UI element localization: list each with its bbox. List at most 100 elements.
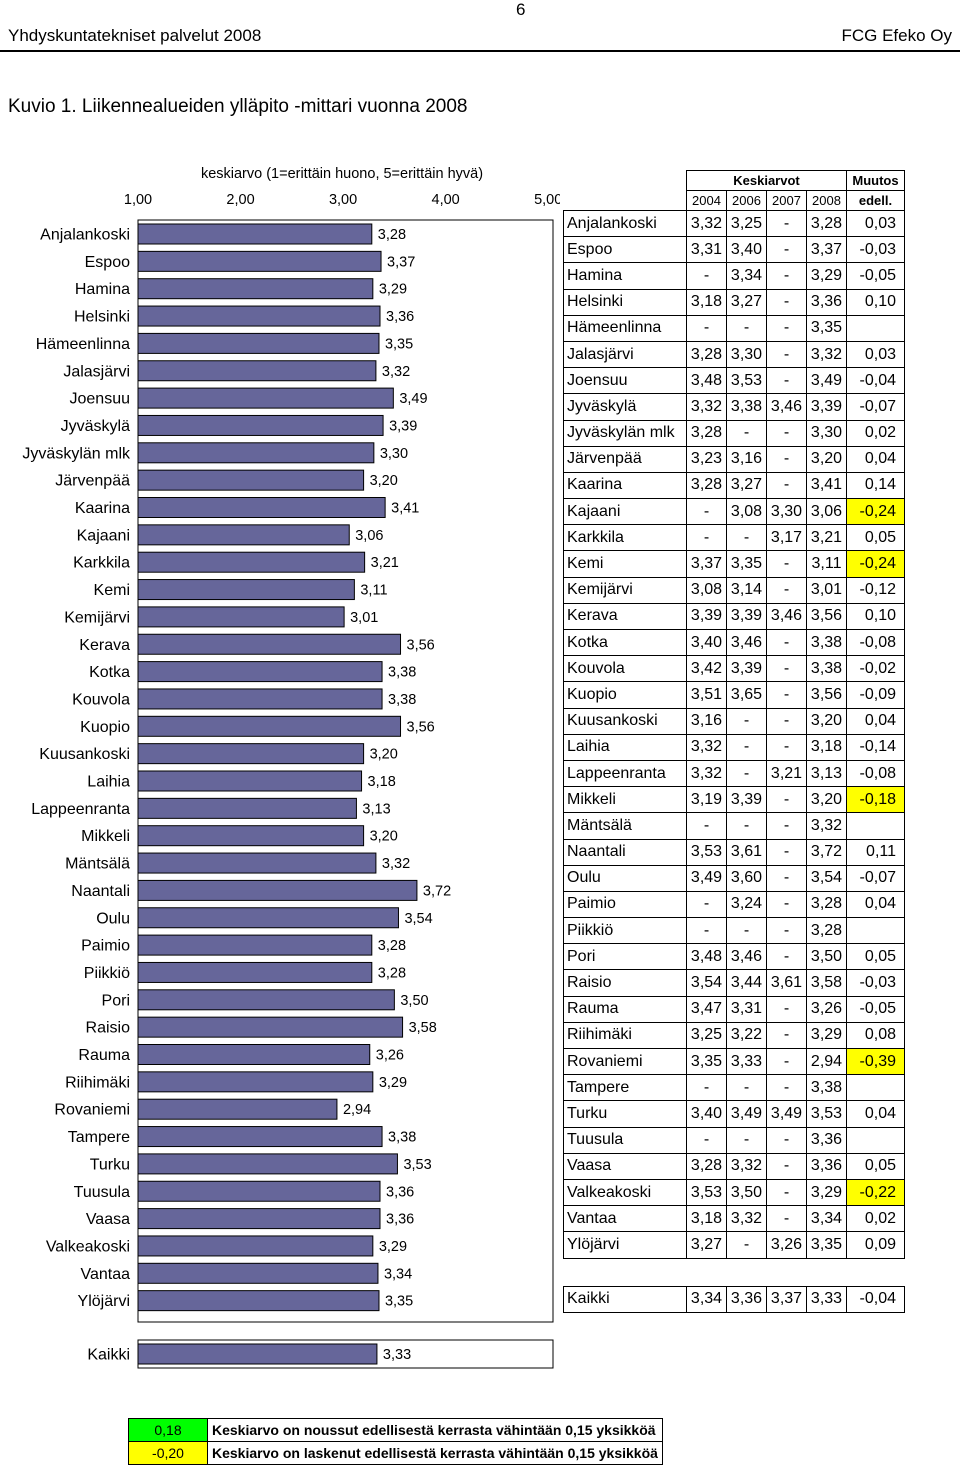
table-value: 3,36 (806, 1126, 847, 1154)
table-value: 3,28 (806, 917, 847, 945)
table-value: 3,29 (806, 1021, 847, 1050)
table-value: - (726, 917, 767, 945)
table-change: 0,10 (846, 288, 905, 316)
table-municipality: Kemi (563, 550, 687, 578)
bar (137, 907, 399, 929)
category-label: Laihia (87, 774, 130, 791)
x-tick-label: 3,00 (329, 192, 357, 208)
table-value: 3,01 (806, 576, 847, 604)
category-label: Jyväskylä (61, 418, 130, 435)
table-value: 3,36 (806, 288, 847, 316)
table-row: Rovaniemi 3,35 3,33-2,94 -0,39 (563, 1047, 905, 1076)
table-value: 3,37 (806, 236, 847, 264)
category-label: Vaasa (86, 1211, 130, 1228)
value-label: 3,49 (399, 391, 427, 407)
bar (137, 469, 365, 491)
value-label: 3,41 (391, 501, 419, 517)
header-right: FCG Efeko Oy (841, 26, 952, 45)
table-row: Jyväskylä 3,32 3,38 3,46 3,39 -0,07 (563, 393, 905, 421)
table-value: - (766, 1047, 807, 1076)
table-row: Naantali 3,53 3,61-3,72 0,11 (563, 838, 905, 866)
legend-item: 0,18 Keskiarvo on noussut edellisestä ker… (128, 1418, 663, 1442)
table-municipality: Espoo (563, 236, 687, 264)
category-label: Piikkiö (84, 965, 130, 982)
table-value: 3,58 (806, 969, 847, 997)
table-value: 3,39 (726, 602, 767, 631)
table-value: - (766, 943, 807, 971)
chart-title: keskiarvo (1=erittäin huono, 5=erittäin … (201, 166, 483, 182)
table-row: Järvenpää 3,23 3,16-3,20 0,04 (563, 445, 905, 473)
table-change (846, 1126, 905, 1154)
category-label: Jyväskylän mlk (22, 445, 131, 462)
table-value: 3,27 (726, 471, 767, 500)
category-label: Oulu (96, 910, 130, 927)
table-value: - (766, 628, 807, 657)
table-value: 3,40 (726, 236, 767, 264)
table-change: -0,03 (846, 969, 905, 997)
table-value: 3,21 (766, 759, 807, 788)
table-value: 3,25 (686, 1021, 727, 1050)
table-value: 3,49 (806, 367, 847, 395)
value-label: 3,36 (386, 309, 414, 325)
table-value: 3,53 (686, 838, 727, 866)
table-change: -0,02 (846, 655, 905, 683)
table-change: -0,07 (846, 393, 905, 421)
table-value: 3,14 (726, 576, 767, 604)
bar (137, 360, 377, 382)
bar (137, 1290, 380, 1312)
page-number: 6 (516, 0, 526, 19)
table-change: -0,09 (846, 681, 905, 709)
table-change: -0,04 (846, 1285, 905, 1313)
table-value: 3,49 (686, 864, 727, 892)
table-value: - (686, 890, 727, 919)
legend-text: Keskiarvo on laskenut edellisestä kerras… (207, 1441, 663, 1465)
table-municipality: Kouvola (563, 655, 687, 683)
table-value: 3,38 (806, 1074, 847, 1102)
table-value: - (766, 576, 807, 604)
table-municipality: Piikkiö (563, 917, 687, 945)
table-municipality: Tuusula (563, 1126, 687, 1154)
bar (137, 770, 363, 792)
table-value: 3,17 (766, 524, 807, 552)
table-value: 3,38 (806, 628, 847, 657)
table-municipality: Turku (563, 1100, 687, 1128)
legend: 0,18 Keskiarvo on noussut edellisestä ker… (128, 1418, 663, 1465)
table-value: - (766, 209, 807, 238)
category-label: Kotka (89, 664, 130, 681)
table-row: Mikkeli 3,19 3,39-3,20 -0,18 (563, 786, 905, 814)
category-label: Kuopio (80, 719, 130, 736)
category-label: Kouvola (72, 691, 130, 708)
table-municipality: Kajaani (563, 498, 687, 526)
table-value: - (686, 524, 727, 552)
table-value: 3,39 (726, 786, 767, 814)
table-change: 0,05 (846, 524, 905, 552)
table-value: 3,20 (806, 445, 847, 473)
table-row: Valkeakoski 3,53 3,50-3,29 -0,22 (563, 1178, 905, 1207)
table-row: Laihia 3,32- -3,18 -0,14 (563, 733, 905, 761)
table-value: 3,31 (726, 995, 767, 1023)
table-row: Hämeenlinna - - -3,35 (563, 314, 905, 342)
table-municipality: Järvenpää (563, 445, 687, 473)
table-change: -0,05 (846, 262, 905, 290)
table-value: - (766, 471, 807, 500)
value-label: 3,56 (407, 719, 435, 735)
table-value: 3,46 (766, 393, 807, 421)
table-value: - (766, 314, 807, 342)
table-municipality: Oulu (563, 864, 687, 892)
table-row: Karkkila - -3,17 3,21 0,05 (563, 524, 905, 552)
table-value: - (766, 1021, 807, 1050)
category-label: Karkkila (73, 555, 130, 572)
value-label: 3,54 (404, 911, 432, 927)
bar (137, 305, 381, 327)
category-label: Joensuu (70, 391, 131, 408)
table-value: 3,29 (806, 1178, 847, 1207)
table-municipality: Kuusankoski (563, 707, 687, 735)
table-value: 3,08 (726, 498, 767, 526)
table-value: - (766, 550, 807, 578)
table-row: Kemijärvi 3,08 3,14-3,01 -0,12 (563, 576, 905, 604)
table-value: 3,32 (806, 812, 847, 840)
table-municipality: Lappeenranta (563, 759, 687, 788)
category-label: Tuusula (74, 1184, 130, 1201)
value-label: 3,58 (409, 1020, 437, 1036)
bar (137, 1180, 381, 1202)
